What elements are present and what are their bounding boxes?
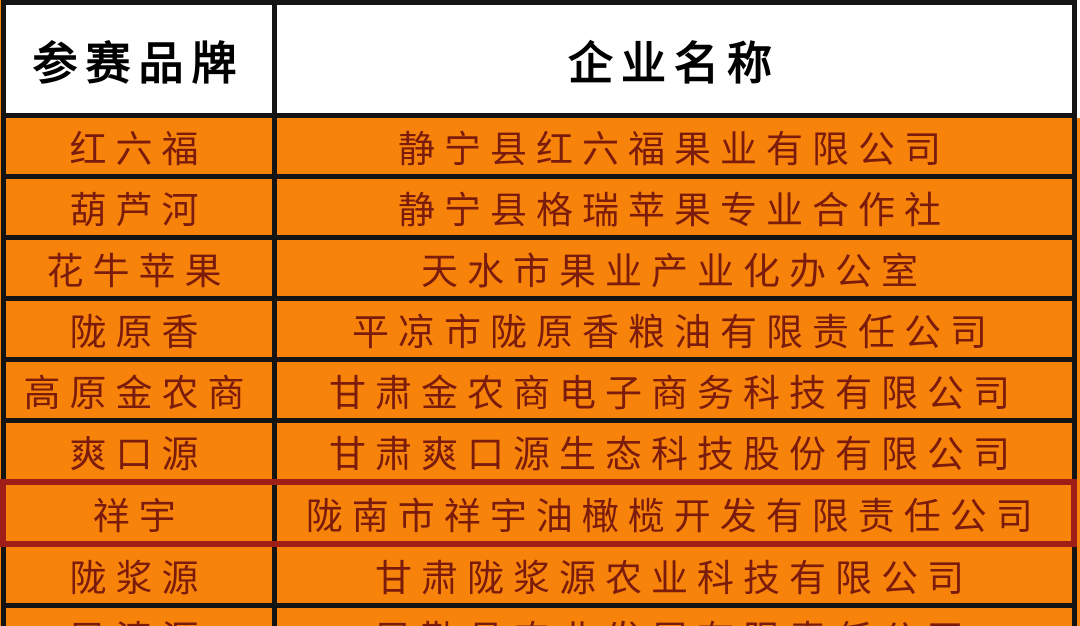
table-row: 爽口源 甘肃爽口源生态科技股份有限公司 [0, 418, 1077, 485]
company-cell: 静宁县格瑞苹果专业合作社 [271, 174, 1077, 240]
company-cell: 民勤县农业发展有限责任公司 [271, 603, 1077, 626]
brand-cell: 陇浆源 [0, 541, 277, 608]
brand-cell: 花牛苹果 [0, 235, 277, 301]
table-row: 高原金农商 甘肃金农商电子商务科技有限公司 [0, 357, 1077, 423]
brand-cell: 红六福 [0, 113, 277, 179]
brand-cell: 陇原香 [0, 296, 277, 362]
brand-cell: 爽口源 [0, 418, 277, 485]
company-cell: 陇南市祥宇油橄榄开发有限责任公司 [271, 479, 1077, 547]
table-row: 陇原香 平凉市陇原香粮油有限责任公司 [0, 296, 1077, 362]
table-row: 葫芦河 静宁县格瑞苹果专业合作社 [0, 174, 1077, 240]
cropped-edge-sliver [1076, 0, 1080, 118]
brand-cell: 祥宇 [0, 479, 277, 547]
brand-cell: 葫芦河 [0, 174, 277, 240]
table-row: 民清源民勤县农业发展有限责任公司 [0, 603, 1077, 626]
table-row: 红六福 静宁县红六福果业有限公司 [0, 113, 1077, 179]
table-body: 红六福 静宁县红六福果业有限公司 葫芦河 静宁县格瑞苹果专业合作社 花牛苹果 天水市果业产… [0, 113, 1077, 626]
brand-cell: 民清源 [0, 603, 277, 626]
brand-cell: 高原金农商 [0, 357, 277, 423]
table-row: 花牛苹果 天水市果业产业化办公室 [0, 235, 1077, 301]
company-cell: 甘肃金农商电子商务科技有限公司 [271, 357, 1077, 423]
table-header: 参赛品牌 企业名称 [0, 0, 1077, 118]
company-cell: 天水市果业产业化办公室 [271, 235, 1077, 301]
company-cell: 甘肃爽口源生态科技股份有限公司 [271, 418, 1077, 485]
header-cell-brand: 参赛品牌 [0, 0, 277, 118]
company-cell: 平凉市陇原香粮油有限责任公司 [271, 296, 1077, 362]
header-row: 参赛品牌 企业名称 [0, 0, 1077, 118]
company-cell: 甘肃陇浆源农业科技有限公司 [271, 541, 1077, 608]
table-row: 陇浆源 甘肃陇浆源农业科技有限公司 [0, 541, 1077, 608]
company-cell: 静宁县红六福果业有限公司 [271, 113, 1077, 179]
header-cell-company: 企业名称 [271, 0, 1077, 118]
table-row-highlighted: 祥宇 陇南市祥宇油橄榄开发有限责任公司 [0, 479, 1077, 547]
